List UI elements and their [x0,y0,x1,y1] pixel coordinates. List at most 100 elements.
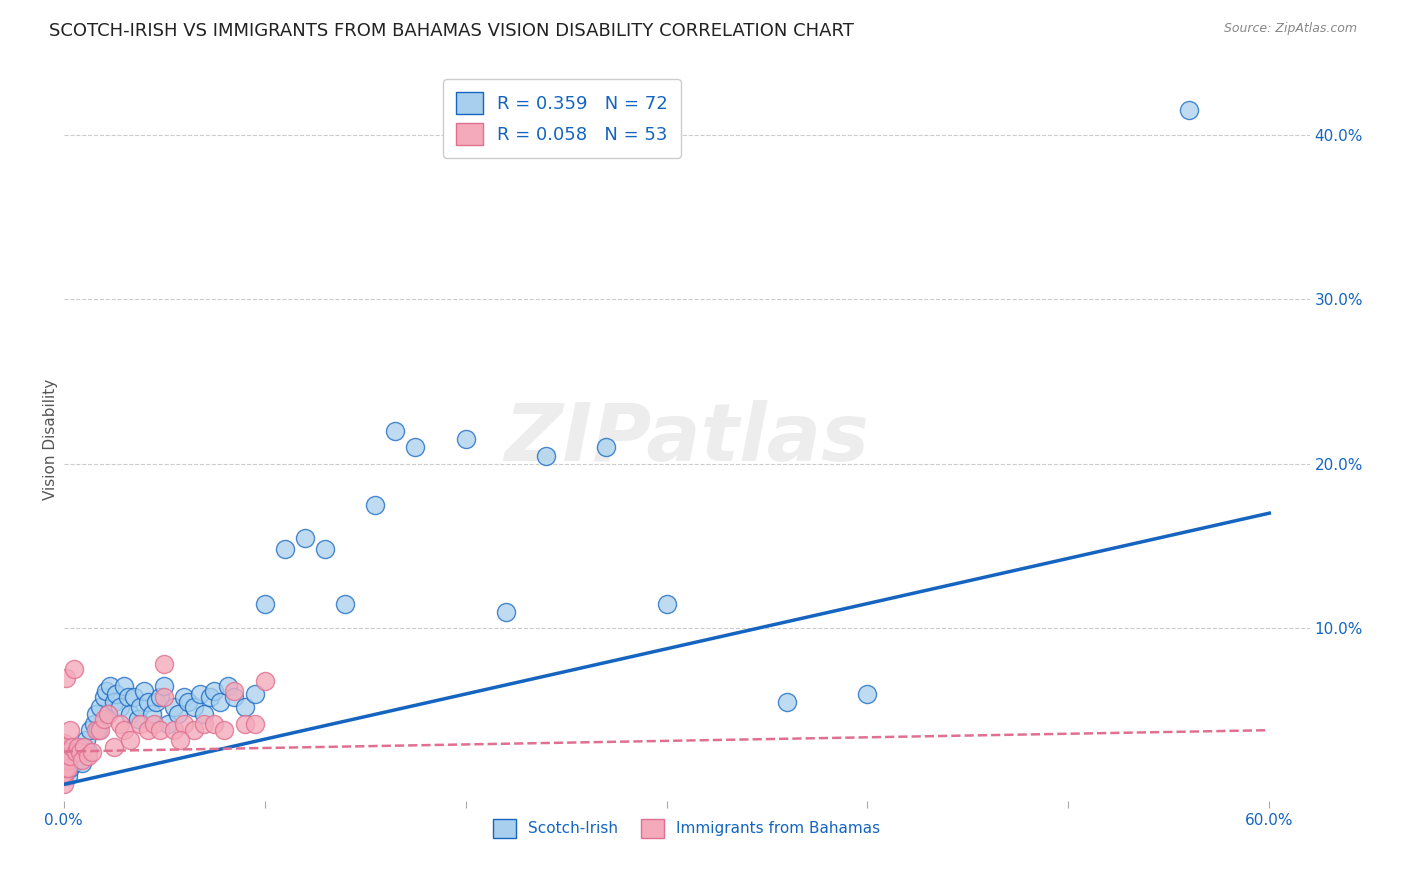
Point [87,723,110,738]
Point [55,753,77,767]
Point [94,683,117,698]
Text: ZIPatlas: ZIPatlas [505,401,869,478]
Point [52,736,75,750]
Point [79,723,101,738]
Point [404,441,426,455]
Point [69,745,91,759]
Point [52,766,75,780]
Point [153,679,176,693]
Point [193,716,215,731]
Point [243,687,266,701]
Point [52,769,75,783]
Point [145,695,167,709]
Point [70,756,93,770]
Point [52,761,75,775]
Point [294,531,316,545]
Point [143,716,166,731]
Point [52,749,75,764]
Point [97,706,120,721]
Point [253,597,276,611]
Point [534,449,557,463]
Point [209,695,232,709]
Point [163,700,186,714]
Point [93,712,115,726]
Point [169,733,191,747]
Point [202,683,225,698]
Point [117,690,139,705]
Point [495,605,517,619]
Point [65,745,87,759]
Point [62,756,84,770]
Point [55,761,77,775]
Point [56,761,79,775]
Point [98,679,121,693]
Point [66,739,89,754]
Point [136,723,159,738]
Point [149,690,172,705]
Text: SCOTCH-IRISH VS IMMIGRANTS FROM BAHAMAS VISION DISABILITY CORRELATION CHART: SCOTCH-IRISH VS IMMIGRANTS FROM BAHAMAS … [49,22,853,40]
Point [132,683,155,698]
Point [52,745,75,759]
Point [112,679,135,693]
Point [127,712,149,726]
Point [55,756,77,770]
Point [55,671,77,685]
Point [214,723,236,738]
Point [314,542,336,557]
Point [59,723,82,738]
Point [595,441,617,455]
Point [173,690,195,705]
Point [233,716,256,731]
Point [56,745,79,759]
Text: Source: ZipAtlas.com: Source: ZipAtlas.com [1223,22,1357,36]
Y-axis label: Vision Disability: Vision Disability [44,378,58,500]
Point [59,749,82,764]
Point [83,716,105,731]
Point [129,700,152,714]
Point [118,706,141,721]
Point [84,723,107,738]
Point [73,739,96,754]
Point [173,716,195,731]
Point [73,739,96,754]
Point [253,673,276,688]
Point [217,679,239,693]
Point [129,716,152,731]
Point [202,716,225,731]
Point [59,761,82,775]
Point [333,597,356,611]
Point [112,723,135,738]
Point [856,687,879,701]
Point [52,761,75,775]
Point [93,690,115,705]
Point [104,687,127,701]
Point [89,700,111,714]
Point [97,706,120,721]
Point [75,733,97,747]
Point [183,723,205,738]
Point [183,700,205,714]
Point [59,739,82,754]
Point [167,706,190,721]
Point [108,716,131,731]
Point [52,756,75,770]
Point [52,777,75,791]
Point [157,716,180,731]
Point [224,683,246,698]
Point [55,745,77,759]
Point [118,733,141,747]
Point [177,695,200,709]
Point [136,695,159,709]
Point [52,753,75,767]
Point [200,690,222,705]
Point [89,723,111,738]
Point [188,687,211,701]
Point [243,716,266,731]
Point [103,695,125,709]
Point [56,753,79,767]
Legend: Scotch-Irish, Immigrants from Bahamas: Scotch-Irish, Immigrants from Bahamas [486,813,886,844]
Point [69,749,91,764]
Point [655,597,678,611]
Point [108,700,131,714]
Point [56,749,79,764]
